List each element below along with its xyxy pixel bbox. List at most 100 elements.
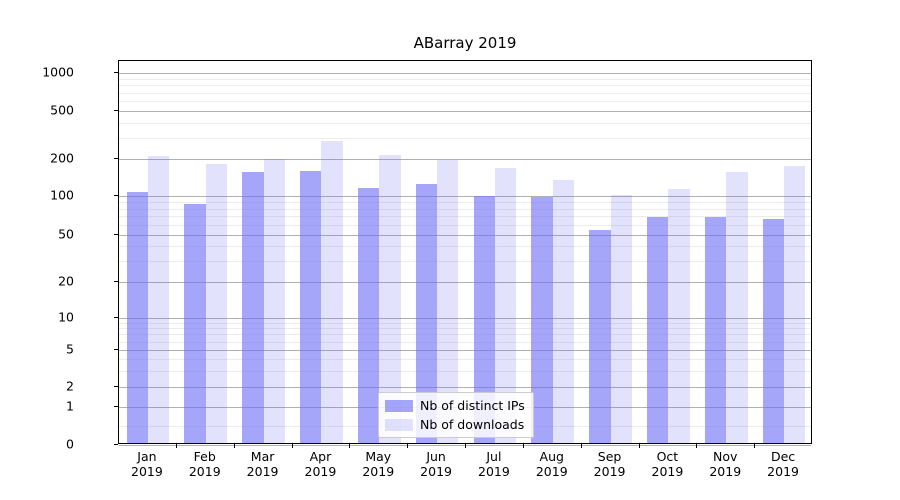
bar-distinct-ips: [126, 192, 148, 443]
x-axis-tick-label: Apr 2019: [305, 449, 337, 479]
y-axis-tick-mark: [114, 158, 118, 159]
x-axis-tick-mark: [407, 444, 409, 448]
bar-distinct-ips: [242, 171, 264, 443]
x-axis-tick-month: Oct: [656, 449, 679, 464]
bar-downloads: [726, 171, 748, 443]
x-axis-tick-month: Nov: [713, 449, 738, 464]
legend-label: Nb of distinct IPs: [420, 398, 525, 413]
gridline-minor: [119, 359, 811, 360]
y-axis-tick-label: 5: [66, 341, 74, 357]
x-axis-tick-year: 2019: [188, 464, 221, 479]
x-axis-tick-mark: [580, 444, 582, 448]
x-axis-tick-label: Jul 2019: [478, 449, 510, 479]
gridline-minor: [119, 328, 811, 330]
y-axis-tick-mark: [114, 406, 118, 407]
gridline-minor: [119, 216, 811, 218]
x-axis-tick-month: Sep: [597, 449, 622, 464]
chart-title: ABarray 2019: [413, 34, 517, 52]
x-axis-tick-label: Jan 2019: [131, 449, 163, 479]
bars-layer: [119, 61, 811, 443]
y-axis-tick-mark: [114, 386, 118, 387]
bar-distinct-ips: [531, 197, 553, 443]
gridline-minor: [119, 334, 811, 336]
bar-distinct-ips: [415, 184, 438, 443]
x-axis-tick-label: Dec 2019: [767, 449, 799, 479]
chart-legend: Nb of distinct IPs Nb of downloads: [378, 392, 534, 438]
x-axis-tick-year: 2019: [246, 464, 279, 479]
gridline-minor: [119, 78, 811, 80]
legend-swatch-downloads: [385, 418, 413, 431]
x-axis-tick-mark: [638, 444, 640, 448]
legend-item[interactable]: Nb of distinct IPs: [385, 397, 525, 414]
gridline-major: [119, 196, 811, 197]
y-axis-tick-label: 100: [50, 187, 74, 203]
y-axis-tick-mark: [114, 281, 118, 282]
y-axis-tick-label: 1: [66, 398, 74, 414]
bar-distinct-ips: [704, 217, 727, 443]
gridline-minor: [119, 322, 811, 324]
gridline-major: [119, 350, 811, 351]
x-axis-tick-year: 2019: [304, 464, 337, 479]
x-axis-tick-year: 2019: [709, 464, 742, 479]
x-axis-tick-label: Nov 2019: [709, 449, 741, 479]
bar-downloads: [379, 155, 401, 443]
bar-downloads: [668, 188, 690, 443]
bar-distinct-ips: [762, 219, 785, 443]
y-axis-tick-label: 2: [66, 378, 74, 394]
gridline-minor: [119, 370, 811, 372]
x-axis-tick-mark: [349, 444, 351, 448]
bar-distinct-ips: [589, 229, 611, 443]
bar-downloads: [437, 160, 459, 443]
y-axis-tick-mark: [114, 317, 118, 318]
gridline-major: [119, 235, 811, 236]
y-axis-tick-mark: [114, 110, 118, 111]
gridline-major: [119, 318, 811, 319]
x-axis-tick-label: Oct 2019: [652, 449, 684, 479]
gridline-minor: [119, 137, 811, 139]
gridline-minor: [119, 85, 811, 87]
bar-downloads: [610, 195, 632, 443]
x-axis-tick-month: Jul: [486, 449, 502, 464]
x-axis-tick-mark: [233, 444, 235, 448]
bar-downloads: [321, 141, 343, 443]
gridline-minor: [119, 224, 811, 226]
x-axis-tick-year: 2019: [651, 464, 684, 479]
y-axis-tick-mark: [114, 195, 118, 196]
x-axis-tick-month: Dec: [770, 449, 796, 464]
gridline-major: [119, 111, 811, 112]
x-axis-tick-year: 2019: [420, 464, 452, 479]
plot-area: [118, 60, 812, 446]
x-axis-tick-year: 2019: [362, 464, 395, 479]
gridline-minor: [119, 101, 811, 102]
bar-distinct-ips: [357, 187, 380, 443]
gridline-minor: [119, 341, 811, 343]
legend-item[interactable]: Nb of downloads: [385, 416, 525, 433]
x-axis-tick-label: Aug 2019: [536, 449, 568, 479]
gridline-major: [119, 387, 811, 388]
gridline-minor: [119, 122, 811, 124]
gridline-minor: [119, 201, 811, 203]
bar-downloads: [147, 156, 170, 443]
gridline-minor: [119, 246, 811, 248]
x-axis-tick-year: 2019: [131, 464, 163, 479]
x-axis-tick-label: Jun 2019: [420, 449, 452, 479]
y-axis-tick-mark: [114, 234, 118, 235]
x-axis-tick-year: 2019: [767, 464, 799, 479]
x-axis-tick-month: Aug: [539, 449, 564, 464]
bar-downloads: [494, 168, 517, 443]
gridline-minor: [119, 208, 811, 210]
gridline-major: [119, 159, 811, 160]
x-axis-tick-month: Jan: [137, 449, 157, 464]
x-axis-tick-year: 2019: [535, 464, 568, 479]
gridline-minor: [119, 92, 811, 94]
y-axis-tick-mark: [114, 444, 118, 445]
x-axis-tick-label: Mar 2019: [247, 449, 279, 479]
y-axis-tick-label: 10: [58, 309, 74, 325]
y-axis-tick-label: 20: [58, 273, 74, 289]
x-axis-tick-mark: [522, 444, 524, 448]
x-axis-tick-mark: [754, 444, 756, 448]
legend-label: Nb of downloads: [420, 417, 525, 432]
gridline-major: [119, 73, 811, 74]
x-axis-tick-month: Apr: [309, 449, 332, 464]
